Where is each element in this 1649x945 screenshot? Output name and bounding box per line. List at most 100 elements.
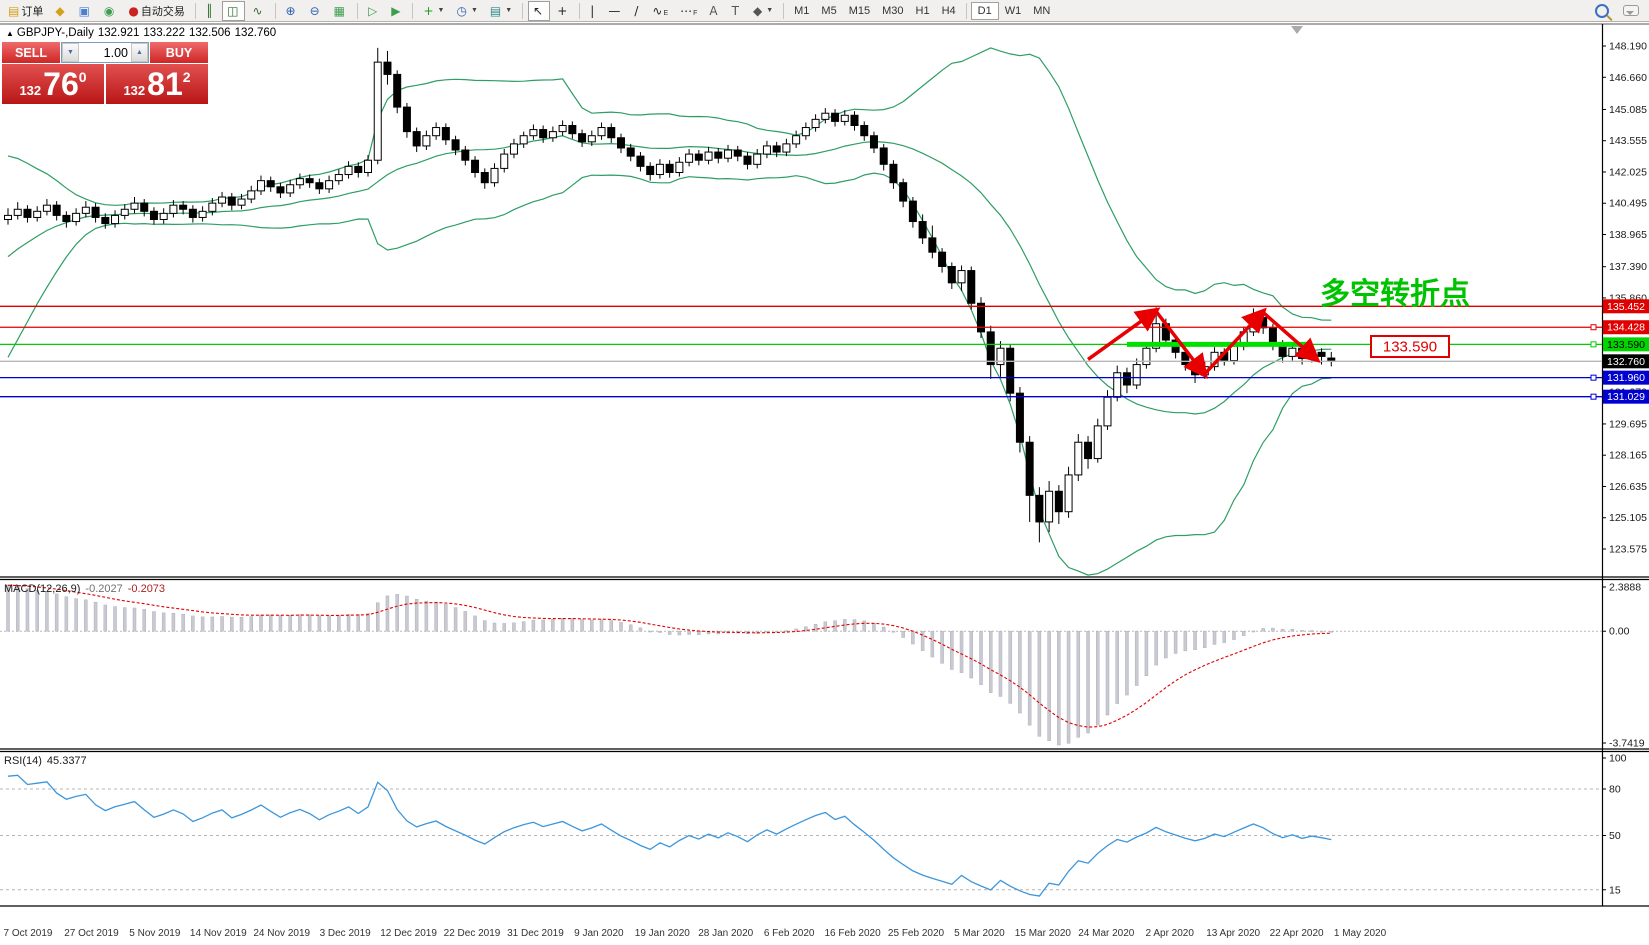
indicators-add-icon: +: [423, 3, 434, 18]
vertical-line-icon: |: [590, 3, 595, 18]
svg-text:22 Dec 2019: 22 Dec 2019: [444, 928, 501, 939]
timeframe-mn-button[interactable]: MN: [1033, 4, 1051, 17]
market-watch-button[interactable]: ◆: [50, 1, 71, 21]
chart-shift-marker[interactable]: [1291, 26, 1303, 34]
new-order-button[interactable]: ▤ 订单: [3, 1, 48, 21]
periods-button[interactable]: ◷ ▼: [451, 1, 482, 21]
timeframe-m30-button[interactable]: M30: [882, 4, 904, 17]
chevron-down-icon[interactable]: ▼: [766, 7, 774, 14]
timeframe-h4-button[interactable]: H4: [941, 4, 956, 17]
chat-icon[interactable]: [1623, 5, 1639, 16]
zoom-out-icon: ⊖: [309, 3, 320, 18]
timeframe-m15-button[interactable]: M15: [848, 4, 871, 17]
vline-button[interactable]: |: [585, 1, 601, 21]
bar-chart-button[interactable]: ║: [201, 1, 220, 21]
buy-price-sup: 2: [182, 69, 191, 85]
zoom-in-icon: ⊕: [285, 3, 296, 18]
text-button[interactable]: A: [704, 1, 724, 21]
timeframe-m1-button[interactable]: M1: [794, 4, 810, 17]
indicators-button[interactable]: + ▼: [418, 1, 449, 21]
data-window-icon: ▣: [78, 3, 90, 18]
svg-text:22 Apr 2020: 22 Apr 2020: [1270, 928, 1324, 939]
zoom-out-button[interactable]: ⊖: [305, 1, 327, 21]
svg-text:131.029: 131.029: [1607, 391, 1645, 403]
svg-text:7 Oct 2019: 7 Oct 2019: [4, 928, 53, 939]
rsi-indicator-label: RSI(14) 45.3377: [4, 755, 87, 767]
macd-axis[interactable]: 2.3888 0.00 -3.7419: [1602, 582, 1645, 750]
svg-text:13 Apr 2020: 13 Apr 2020: [1206, 928, 1260, 939]
chevron-down-icon[interactable]: ▼: [470, 7, 478, 14]
level-lines[interactable]: 135.452 134.428 133.590 132.760 131.960 131.0…: [0, 299, 1649, 404]
trendline-button[interactable]: /: [629, 1, 645, 21]
sell-price-button[interactable]: 132 76 0: [2, 64, 104, 104]
buy-button[interactable]: BUY: [150, 42, 208, 63]
svg-text:19 Jan 2020: 19 Jan 2020: [635, 928, 690, 939]
signals-icon: ◉: [103, 3, 115, 18]
auto-scroll-button[interactable]: ▷: [363, 1, 384, 21]
text-label-button[interactable]: T: [727, 1, 746, 21]
volume-input[interactable]: [79, 43, 131, 62]
svg-text:145.085: 145.085: [1609, 104, 1647, 116]
candlestick-button[interactable]: ◫: [222, 0, 246, 21]
svg-text:25 Feb 2020: 25 Feb 2020: [888, 928, 945, 939]
buy-price-button[interactable]: 132 81 2: [106, 64, 208, 104]
equidistant-channel-icon-sub: E: [663, 10, 669, 17]
svg-text:27 Oct 2019: 27 Oct 2019: [64, 928, 119, 939]
tile-windows-button[interactable]: ▦: [329, 1, 352, 21]
macd-indicator-label: MACD(12,26,9) -0.2027 -0.2073: [4, 583, 166, 595]
date-axis[interactable]: 7 Oct 2019 27 Oct 2019 5 Nov 2019 14 Nov 20…: [4, 928, 1387, 939]
timeframe-d1-button[interactable]: D1: [970, 1, 999, 20]
volume-increase-button[interactable]: ▲: [131, 43, 148, 62]
bollinger-bands: [7, 47, 1332, 576]
candlesticks: [4, 47, 1336, 543]
svg-text:135.452: 135.452: [1607, 301, 1645, 313]
svg-text:50: 50: [1609, 830, 1621, 842]
svg-text:143.555: 143.555: [1609, 135, 1647, 147]
sell-price-prefix: 132: [19, 82, 42, 98]
channel-button[interactable]: ∿ E: [647, 1, 673, 21]
timeframe-h1-button[interactable]: H1: [915, 4, 930, 17]
timeframe-w1-button[interactable]: W1: [1004, 4, 1022, 17]
price-flag-label[interactable]: 133.590: [1370, 335, 1450, 358]
svg-text:16 Feb 2020: 16 Feb 2020: [825, 928, 882, 939]
svg-text:1 May 2020: 1 May 2020: [1334, 928, 1387, 939]
svg-text:24 Mar 2020: 24 Mar 2020: [1078, 928, 1135, 939]
fibonacci-button[interactable]: ⋯ F: [675, 1, 702, 21]
shapes-button[interactable]: ◆ ▼: [748, 1, 778, 21]
hline-button[interactable]: —: [603, 1, 627, 21]
volume-decrease-button[interactable]: ▼: [62, 43, 79, 62]
signals-button[interactable]: ◉: [99, 1, 121, 21]
rsi-axis[interactable]: 100 80 50 15: [1602, 753, 1627, 897]
chevron-down-icon[interactable]: ▼: [437, 7, 445, 14]
svg-text:132.760: 132.760: [1607, 356, 1645, 368]
search-icon[interactable]: [1595, 3, 1609, 18]
timeframe-m5-button[interactable]: M5: [821, 4, 837, 17]
turning-point-text[interactable]: 多空转折点: [1320, 277, 1470, 312]
chart-shift-button[interactable]: ▶: [386, 1, 407, 21]
symbol-name: GBPJPY-,Daily: [16, 27, 94, 39]
auto-scroll-icon: ▷: [368, 3, 378, 18]
fibonacci-icon: ⋯: [680, 3, 693, 18]
cursor-button[interactable]: ↖: [528, 0, 551, 21]
chart-window: 148.190 146.660 145.085 143.555 142.025 140.4…: [0, 22, 1649, 945]
chevron-down-icon[interactable]: ▼: [505, 7, 513, 14]
svg-text:100: 100: [1609, 753, 1627, 765]
sell-button[interactable]: SELL: [2, 42, 60, 63]
autotrading-button[interactable]: ● 自动交易: [123, 1, 189, 21]
line-chart-button[interactable]: ∿: [247, 1, 269, 21]
autotrading-icon: ●: [128, 3, 139, 18]
templates-button[interactable]: ▤ ▼: [485, 1, 517, 21]
clock-icon: ◷: [456, 3, 467, 18]
data-window-button[interactable]: ▣: [74, 1, 97, 21]
svg-text:131.960: 131.960: [1607, 372, 1645, 384]
price-chart-canvas[interactable]: 148.190 146.660 145.085 143.555 142.025 140.4…: [0, 22, 1649, 945]
chart-shift-icon: ▶: [391, 3, 401, 18]
main-toolbar: ▤ 订单 ◆ ▣ ◉ ● 自动交易 ║ ◫ ∿ ⊕ ⊖ ▦ ▷ ▶ + ▼ ◷ ▼ ▤ ▼ ↖ + | — / ∿ E ⋯ F A T ◆ ▼ M1…: [0, 0, 1649, 22]
price-axis[interactable]: 148.190 146.660 145.085 143.555 142.025 140.4…: [1602, 41, 1647, 556]
annotation-arrows[interactable]: [1087, 307, 1321, 379]
svg-text:126.635: 126.635: [1609, 481, 1647, 493]
crosshair-button[interactable]: +: [552, 1, 574, 21]
svg-text:-3.7419: -3.7419: [1609, 738, 1645, 750]
zoom-in-button[interactable]: ⊕: [281, 1, 303, 21]
svg-text:9 Jan 2020: 9 Jan 2020: [574, 928, 624, 939]
